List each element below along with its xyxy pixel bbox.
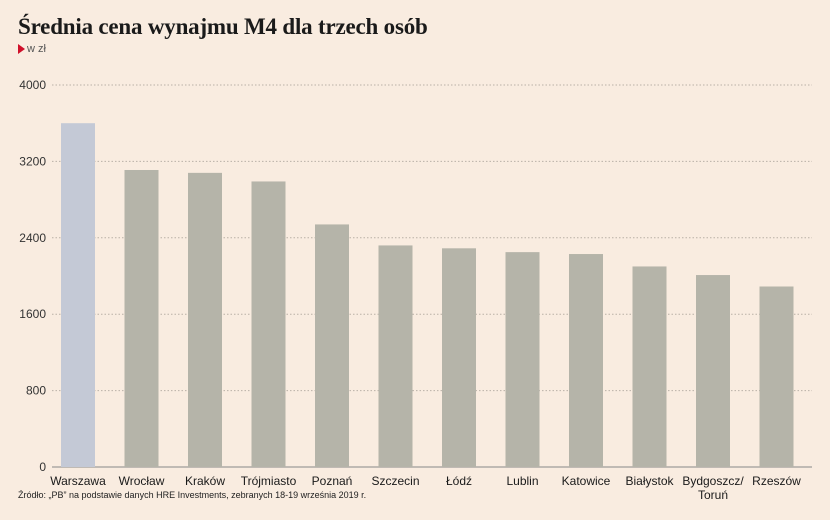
bar <box>315 224 349 467</box>
x-tick-label: Wrocław <box>119 474 165 488</box>
bar <box>251 181 286 467</box>
x-tick-label: Bydgoszcz/Toruń <box>682 474 744 502</box>
x-tick-label: Poznań <box>312 474 353 488</box>
unit-label: w zł <box>18 43 46 55</box>
y-tick-label: 800 <box>26 384 46 398</box>
y-tick-label: 2400 <box>19 231 46 245</box>
y-tick-label: 1600 <box>19 307 46 321</box>
bar <box>569 254 603 467</box>
bar <box>696 275 730 467</box>
x-tick-label: Rzeszów <box>752 474 801 488</box>
unit-text: w zł <box>27 43 46 55</box>
chart-title: Średnia cena wynajmu M4 dla trzech osób <box>18 14 428 39</box>
x-tick-label: Łódź <box>446 474 472 488</box>
y-tick-label: 3200 <box>19 154 46 168</box>
x-tick-label: Katowice <box>562 474 611 488</box>
bar <box>61 123 95 467</box>
bar <box>188 172 222 468</box>
source-note: Źródło: „PB” na podstawie danych HRE Inv… <box>18 490 367 500</box>
x-tick-label: Lublin <box>506 474 538 488</box>
x-tick-label: Białystok <box>625 474 674 488</box>
bar <box>378 245 413 467</box>
bar <box>759 286 794 467</box>
bar <box>442 248 476 467</box>
y-tick-label: 0 <box>39 460 46 474</box>
bar <box>124 169 159 467</box>
x-tick-label: Szczecin <box>371 474 419 488</box>
bar <box>632 266 667 467</box>
x-tick-label: Warszawa <box>50 474 106 488</box>
x-tick-label: Trójmiasto <box>241 474 297 488</box>
y-tick-label: 4000 <box>19 78 46 92</box>
triangle-marker-icon <box>18 44 25 54</box>
bar <box>505 252 540 467</box>
x-tick-label: Kraków <box>185 474 225 488</box>
